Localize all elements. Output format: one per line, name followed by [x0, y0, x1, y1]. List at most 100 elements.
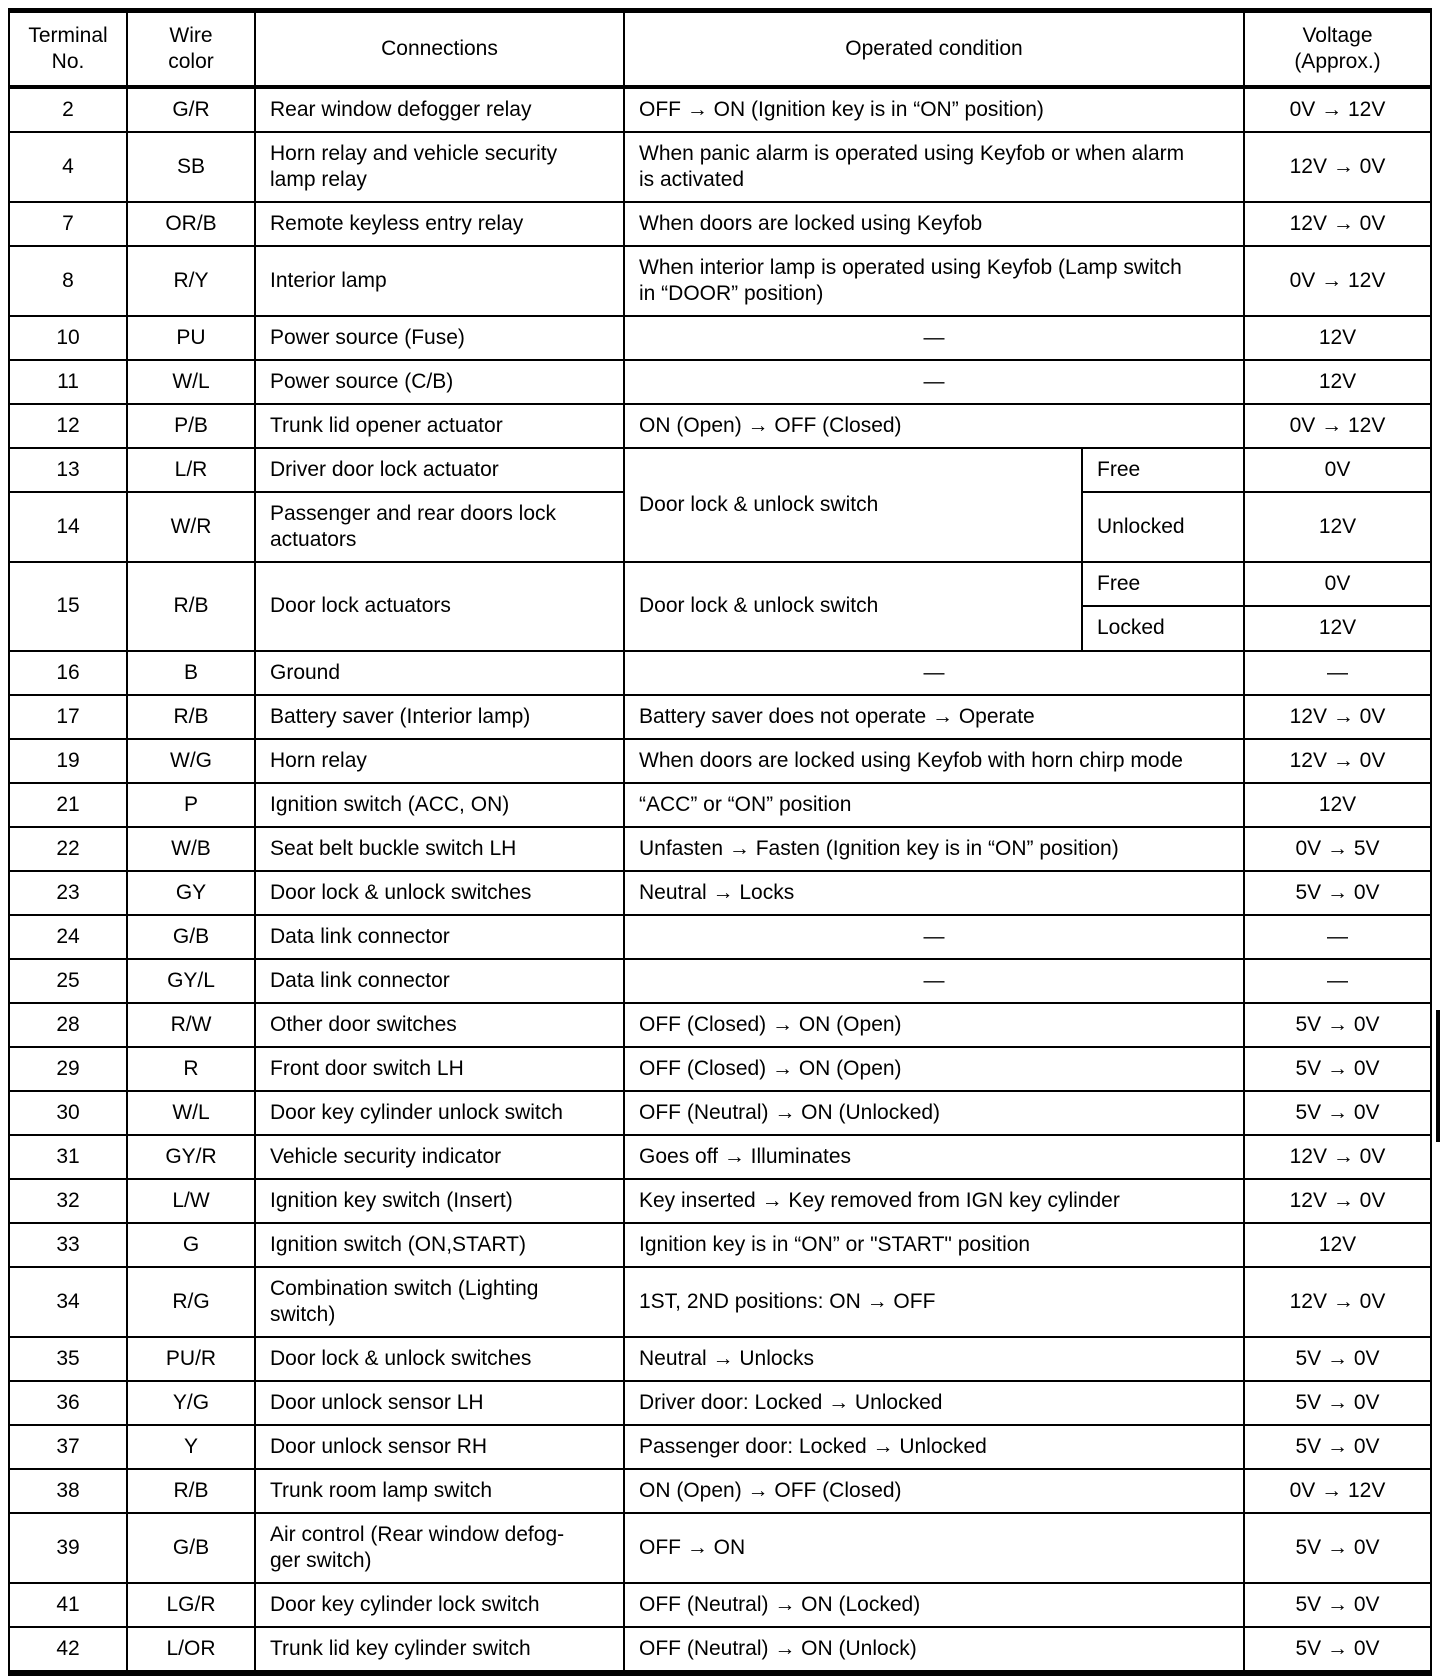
terminal-no: 14	[8, 491, 128, 564]
voltage: 0V → 12V	[1243, 86, 1432, 134]
wire-color: B	[126, 649, 256, 696]
terminal-no: 28	[8, 1001, 128, 1048]
voltage: 12V	[1243, 1221, 1432, 1268]
connections: Ground	[254, 649, 625, 696]
wire-color: L/R	[126, 447, 256, 494]
table-row: 35 PU/R Door lock & unlock switches Neut…	[8, 1335, 1432, 1383]
connections: Other door switches	[254, 1001, 625, 1048]
voltage: 0V	[1243, 447, 1432, 494]
connections: Rear window defogger relay	[254, 86, 625, 134]
terminal-no: 42	[8, 1626, 128, 1675]
table-row: 24 G/B Data link connector — —	[8, 913, 1432, 960]
table-row: 33 G Ignition switch (ON,START) Ignition…	[8, 1221, 1432, 1268]
wire-color: GY/R	[126, 1133, 256, 1180]
connections: Ignition key switch (Insert)	[254, 1177, 625, 1224]
operated-condition: —	[623, 315, 1245, 362]
voltage: 0V → 12V	[1243, 1468, 1432, 1515]
wire-color: GY/L	[126, 957, 256, 1004]
operated-condition-state: Free	[1081, 447, 1245, 494]
terminal-no: 16	[8, 649, 128, 696]
table-row: 29 R Front door switch LH OFF (Closed) →…	[8, 1045, 1432, 1092]
connections: Data link connector	[254, 957, 625, 1004]
connections: Trunk lid key cylinder switch	[254, 1626, 625, 1675]
wire-color: PU/R	[126, 1335, 256, 1383]
connections: Combination switch (Lighting switch)	[254, 1265, 625, 1339]
connections: Seat belt buckle switch LH	[254, 825, 625, 872]
operated-condition-state: Locked	[1081, 605, 1245, 652]
voltage: 5V → 0V	[1243, 1089, 1432, 1136]
terminal-no: 24	[8, 913, 128, 960]
connections: Front door switch LH	[254, 1045, 625, 1092]
voltage: 5V → 0V	[1243, 1582, 1432, 1629]
operated-condition: Unfasten → Fasten (Ignition key is in “O…	[623, 825, 1245, 872]
terminal-no: 17	[8, 693, 128, 740]
operated-condition: Key inserted → Key removed from IGN key …	[623, 1177, 1245, 1224]
terminal-no: 4	[8, 131, 128, 204]
table-row: 10 PU Power source (Fuse) — 12V	[8, 315, 1432, 362]
voltage: 5V → 0V	[1243, 1626, 1432, 1675]
voltage: 12V → 0V	[1243, 737, 1432, 784]
terminal-no: 41	[8, 1582, 128, 1629]
voltage: 12V	[1243, 315, 1432, 362]
wire-color: W/L	[126, 1089, 256, 1136]
table-row: 36 Y/G Door unlock sensor LH Driver door…	[8, 1380, 1432, 1427]
voltage: 5V → 0V	[1243, 1380, 1432, 1427]
table-row: 22 W/B Seat belt buckle switch LH Unfast…	[8, 825, 1432, 872]
voltage: —	[1243, 957, 1432, 1004]
wire-color: G/B	[126, 913, 256, 960]
operated-condition: When doors are locked using Keyfob with …	[623, 737, 1245, 784]
connections: Battery saver (Interior lamp)	[254, 693, 625, 740]
table-row: 11 W/L Power source (C/B) — 12V	[8, 359, 1432, 406]
table-row: 14 W/R Passenger and rear doors lock act…	[8, 491, 1432, 564]
terminal-no: 33	[8, 1221, 128, 1268]
connections: Door key cylinder lock switch	[254, 1582, 625, 1629]
voltage: 5V → 0V	[1243, 1512, 1432, 1585]
table-row: 4 SB Horn relay and vehicle security lam…	[8, 131, 1432, 204]
col-header-connections: Connections	[254, 9, 625, 90]
wire-color: R/Y	[126, 245, 256, 318]
operated-condition: ON (Open) → OFF (Closed)	[623, 403, 1245, 450]
voltage: —	[1243, 649, 1432, 696]
operated-condition: OFF (Neutral) → ON (Locked)	[623, 1582, 1245, 1629]
voltage: 12V → 0V	[1243, 131, 1432, 204]
operated-condition: ON (Open) → OFF (Closed)	[623, 1468, 1245, 1515]
table-row: 38 R/B Trunk room lamp switch ON (Open) …	[8, 1468, 1432, 1515]
wire-color: P	[126, 781, 256, 828]
table-row: 32 L/W Ignition key switch (Insert) Key …	[8, 1177, 1432, 1224]
voltage: 12V	[1243, 491, 1432, 564]
wire-color: Y/G	[126, 1380, 256, 1427]
table-row: 19 W/G Horn relay When doors are locked …	[8, 737, 1432, 784]
voltage: 5V → 0V	[1243, 1335, 1432, 1383]
voltage: 12V → 0V	[1243, 1265, 1432, 1339]
connections: Power source (Fuse)	[254, 315, 625, 362]
voltage: 12V → 0V	[1243, 1133, 1432, 1180]
table-row: 34 R/G Combination switch (Lighting swit…	[8, 1265, 1432, 1339]
voltage: 0V → 12V	[1243, 403, 1432, 450]
operated-condition: Ignition key is in “ON” or "START" posit…	[623, 1221, 1245, 1268]
voltage: 5V → 0V	[1243, 1001, 1432, 1048]
voltage: 5V → 0V	[1243, 869, 1432, 916]
table-row: 12 P/B Trunk lid opener actuator ON (Ope…	[8, 403, 1432, 450]
wire-color: L/OR	[126, 1626, 256, 1675]
voltage: 0V → 12V	[1243, 245, 1432, 318]
table-row: 15 R/B Door lock actuators Door lock & u…	[8, 561, 1432, 652]
table-row: 39 G/B Air control (Rear window defog- g…	[8, 1512, 1432, 1585]
terminal-no: 34	[8, 1265, 128, 1339]
voltage: 5V → 0V	[1243, 1045, 1432, 1092]
table-row: 7 OR/B Remote keyless entry relay When d…	[8, 201, 1432, 248]
terminal-no: 38	[8, 1468, 128, 1515]
wire-color: W/G	[126, 737, 256, 784]
voltage: 12V	[1243, 605, 1432, 652]
table-row: 16 B Ground — —	[8, 649, 1432, 696]
table-row: 8 R/Y Interior lamp When interior lamp i…	[8, 245, 1432, 318]
operated-condition: Battery saver does not operate → Operate	[623, 693, 1245, 740]
col-header-terminal: Terminal No.	[8, 9, 128, 90]
wire-color: GY	[126, 869, 256, 916]
operated-condition: Neutral → Unlocks	[623, 1335, 1245, 1383]
operated-condition: —	[623, 957, 1245, 1004]
terminal-no: 10	[8, 315, 128, 362]
table-row: 25 GY/L Data link connector — —	[8, 957, 1432, 1004]
operated-condition: —	[623, 649, 1245, 696]
voltage: 0V	[1243, 561, 1432, 608]
